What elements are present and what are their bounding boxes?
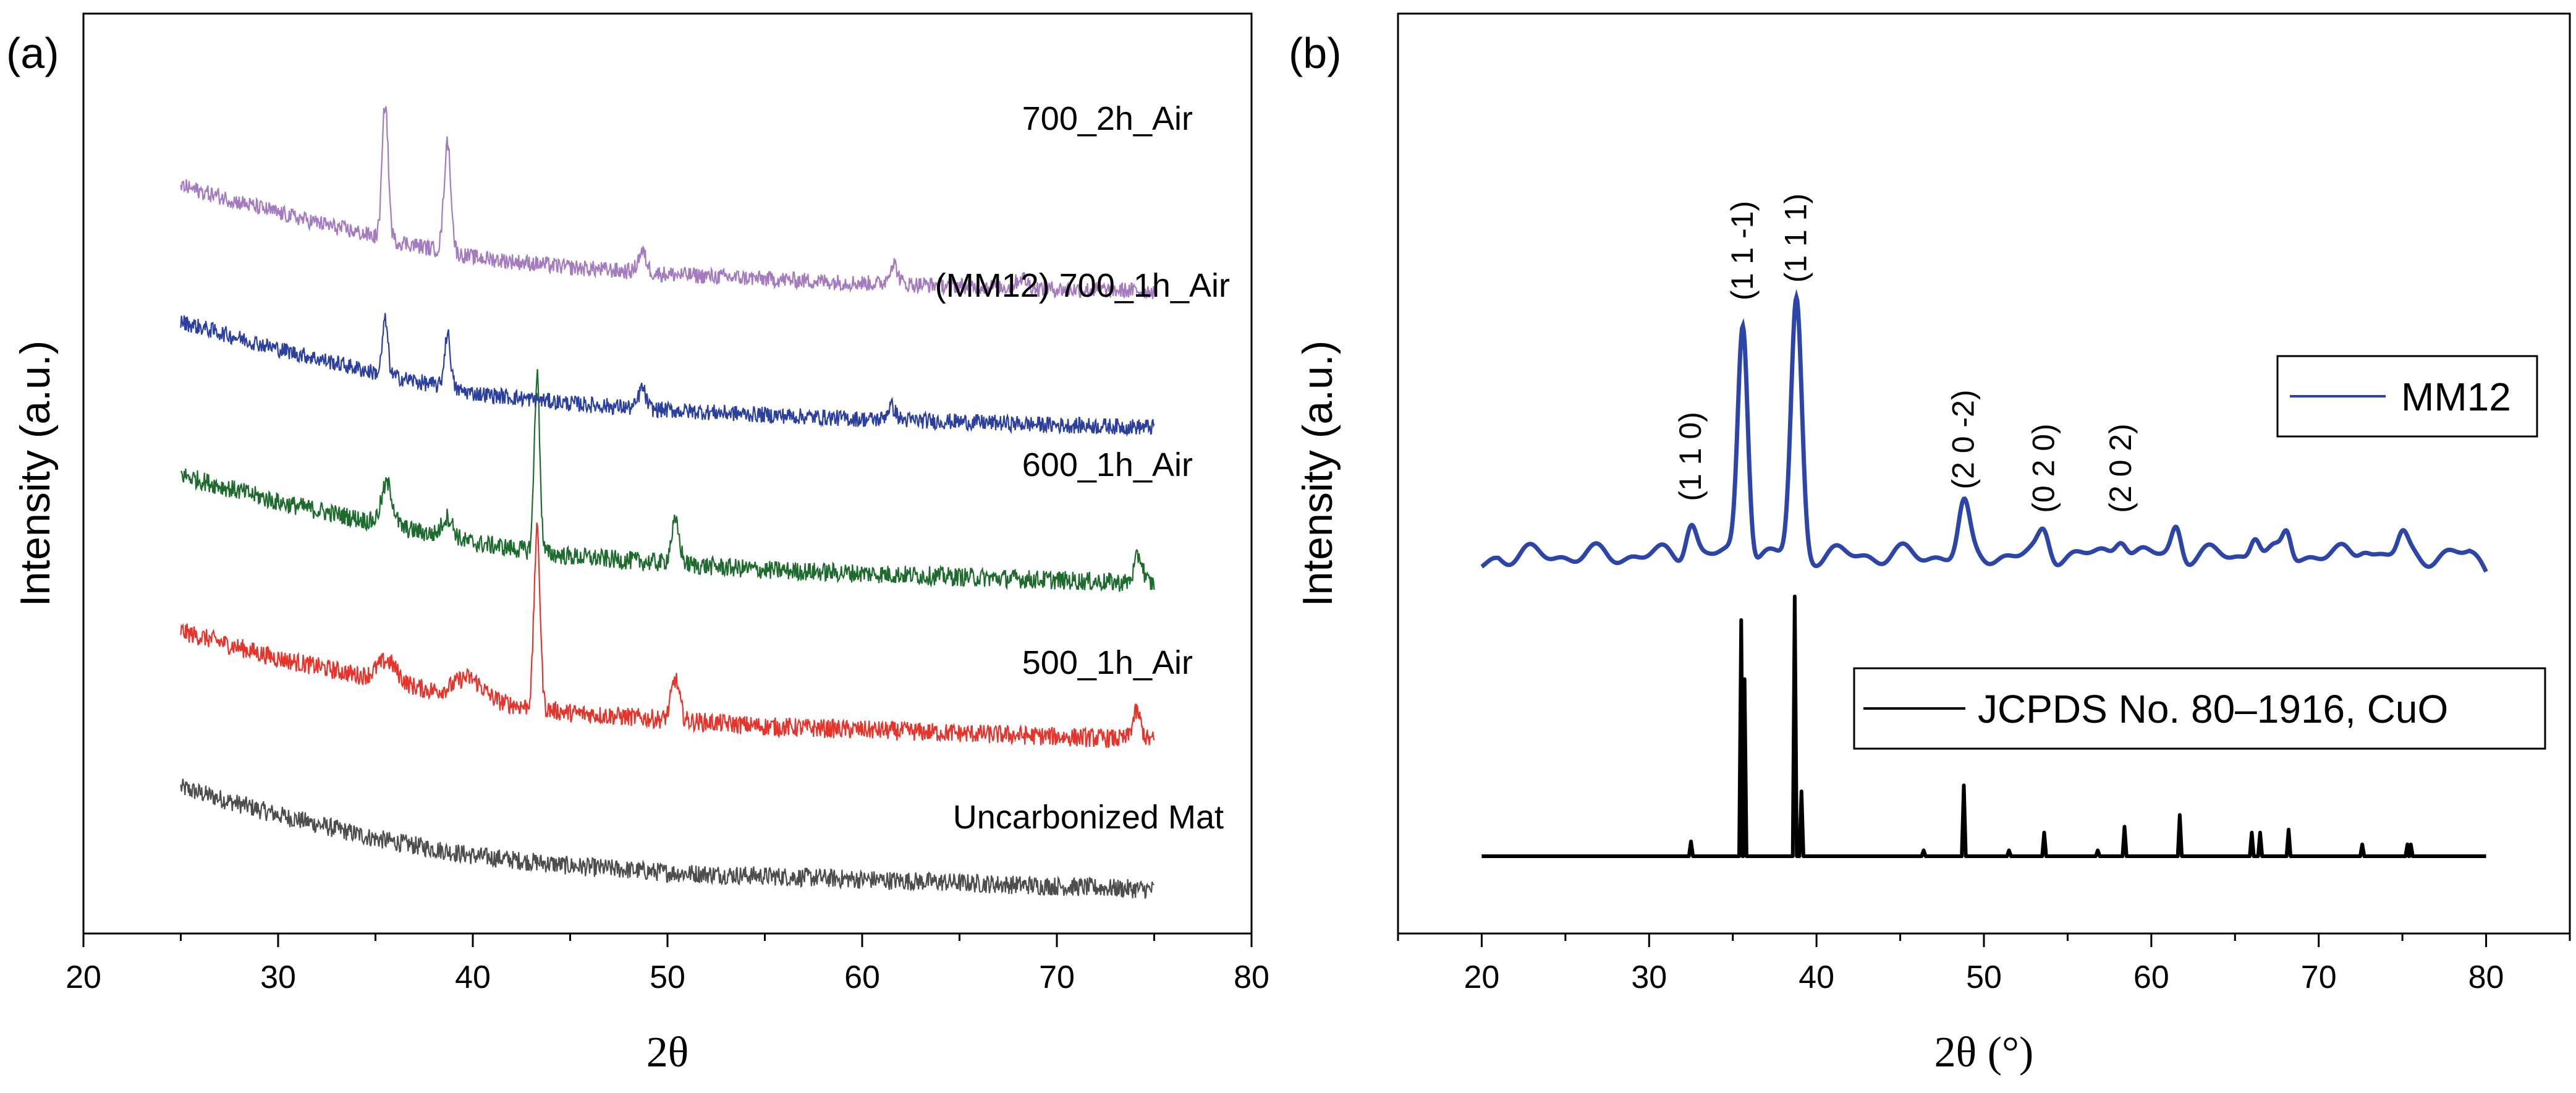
panel-a-series-line <box>180 106 1155 299</box>
panel-b-peak-label: (2 0 -2) <box>1946 389 1980 489</box>
panel-b-series <box>1480 289 2488 858</box>
panel-a-series-labels: Uncarbonized Mat 500_1h_Air 600_1h_Air (MM1… <box>935 100 1230 836</box>
panel-b-peak-label: (1 1 1) <box>1779 194 1813 283</box>
panel-b-peak-label: (2 0 2) <box>2103 423 2138 513</box>
panel-b-label: (b) <box>1289 29 1342 77</box>
panel-a: (a) 20 30 40 50 60 70 80 Uncarbonized Mat 500_1… <box>6 12 1269 1076</box>
panel-b-x-tick-label: 20 <box>1464 959 1500 995</box>
panel-b-x-tick-label: 30 <box>1631 959 1667 995</box>
panel-a-series-label: (MM12) 700_1h_Air <box>935 267 1230 304</box>
panel-a-x-tick-label: 80 <box>1234 959 1269 995</box>
panel-a-series <box>180 106 1155 899</box>
panel-b-y-axis-title: Intensity (a.u.) <box>1294 341 1341 607</box>
panel-a-y-axis-title: Intensity (a.u.) <box>12 341 59 607</box>
panel-b-x-tick-label: 80 <box>2468 959 2504 995</box>
panel-b-frame <box>1397 12 2571 935</box>
panel-b-peak-label: (1 1 0) <box>1673 412 1708 501</box>
panel-a-x-tick-label: 70 <box>1039 959 1075 995</box>
panel-a-series-label: Uncarbonized Mat <box>953 799 1224 836</box>
panel-a-series-line <box>180 522 1155 748</box>
panel-a-series-label: 500_1h_Air <box>1022 644 1193 681</box>
panel-b-peak-label: (0 2 0) <box>2027 423 2061 513</box>
panel-a-series-line <box>180 368 1155 592</box>
legend-jcpds: JCPDS No. 80–1916, CuO <box>1853 667 2546 750</box>
panel-b-x-tick-label: 60 <box>2133 959 2169 995</box>
panel-b-peak-label: (1 1 -1) <box>1725 201 1760 300</box>
panel-b-x-tick-label: 40 <box>1799 959 1834 995</box>
panel-a-label: (a) <box>6 29 59 77</box>
panel-b-x-axis-title: 2θ (°) <box>1934 1029 2034 1076</box>
panel-a-x-tick-label: 40 <box>455 959 491 995</box>
panel-b-x-tick-label: 50 <box>1966 959 2002 995</box>
panel-a-x-tick-label: 30 <box>260 959 296 995</box>
panel-a-x-tick-label: 60 <box>844 959 880 995</box>
panel-b-x-tick-label: 70 <box>2301 959 2337 995</box>
legend-mm12: MM12 <box>2276 355 2538 438</box>
panel-a-x-axis-title: 2θ <box>646 1029 689 1076</box>
panel-b-x-ticks: 20 30 40 50 60 70 80 <box>1397 934 2571 995</box>
panel-a-series-label: 700_2h_Air <box>1022 100 1193 137</box>
legend-jcpds-label: JCPDS No. 80–1916, CuO <box>1978 687 2448 731</box>
legend-mm12-label: MM12 <box>2401 375 2511 419</box>
panel-a-series-line <box>180 313 1155 438</box>
panel-a-series-line <box>180 778 1155 899</box>
panel-b-peak-labels: (1 1 0) (1 1 -1) (1 1 1) (2 0 -2) (0 2 0) (2 … <box>1673 194 2138 513</box>
legend-jcpds-box <box>1853 667 2546 750</box>
panel-b: (b) 20 30 40 50 60 70 80 (1 1 0) (1 1 -1) (1 1 1… <box>1289 12 2571 1076</box>
panel-b-mm12-line <box>1480 289 2488 573</box>
panel-a-series-label: 600_1h_Air <box>1022 446 1193 483</box>
panel-a-x-tick-label: 50 <box>650 959 685 995</box>
panel-b-jcpds-line <box>1481 594 2486 858</box>
panel-a-x-tick-label: 20 <box>66 959 101 995</box>
panel-a-x-ticks: 20 30 40 50 60 70 80 <box>66 934 1269 995</box>
